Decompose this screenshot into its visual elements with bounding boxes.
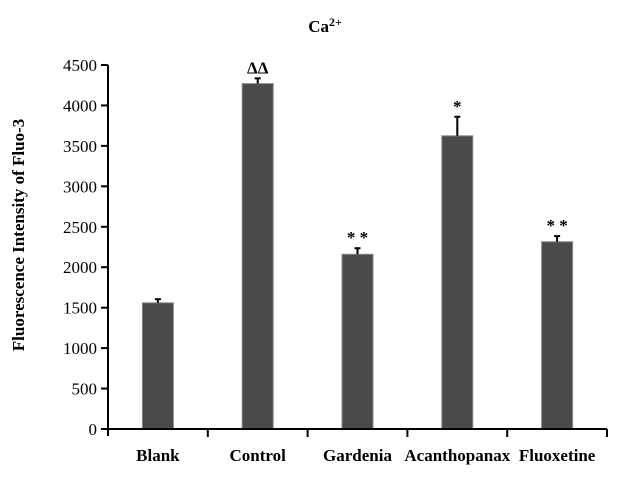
bar-rect [141,302,174,430]
y-axis-ticks: 0 500 1000 1500 2000 2500 3000 3500 4000 4500 [63,56,109,439]
significance-marker: * [453,97,462,116]
y-axis-label: Fluorescence Intensity of Fluo-3 [9,119,28,351]
significance-marker: * * [546,216,567,235]
x-tick-label: Blank [136,446,180,465]
bar-gardenia: * * [341,228,374,430]
y-tick-label: 2500 [63,218,97,237]
bar-blank [141,298,174,430]
bar-control: ΔΔ [241,58,274,430]
bars: ΔΔ * * * * * [141,58,574,430]
y-tick-label: 500 [72,380,98,399]
x-tick-label: Gardenia [323,446,392,465]
significance-marker: ΔΔ [247,58,269,77]
y-tick-label: 3000 [63,177,97,196]
bar-acanthopanax: * [441,97,474,430]
x-axis-labels: Blank Control Gardenia Acanthopanax Fluoxeti… [136,446,596,465]
bar-rect [541,241,574,430]
chart-title: Ca2+ [308,15,342,36]
y-tick-label: 4000 [63,96,97,115]
x-tick-label: Acanthopanax [404,446,510,465]
y-tick-label: 2000 [63,258,97,277]
bar-rect [441,135,474,430]
y-tick-label: 1000 [63,339,97,358]
x-tick-label: Fluoxetine [519,446,596,465]
x-tick-label: Control [230,446,287,465]
significance-marker: * * [347,228,368,247]
y-tick-label: 0 [89,420,98,439]
x-axis [101,428,608,437]
y-tick-label: 3500 [63,137,97,156]
bar-fluoxetine: * * [541,216,574,430]
y-tick-label: 1500 [63,299,97,318]
bar-rect [241,83,274,430]
bar-rect [341,253,374,430]
y-tick-label: 4500 [63,56,97,75]
